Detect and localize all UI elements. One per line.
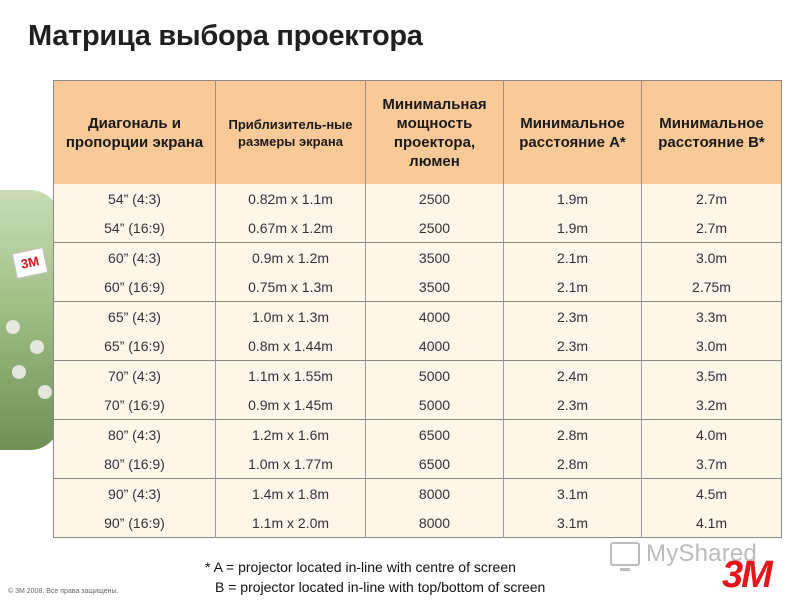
table-cell: 0.75m x 1.3m [215,272,366,302]
table-row: 60” (4:3) 0.9m x 1.2m 3500 2.1m 3.0m [53,242,782,272]
table-cell: 1.1m x 1.55m [215,360,366,390]
table-cell: 2.3m [503,301,642,331]
header-min-distance-b: Минимальное расстояние B* [641,80,782,184]
table-cell: 90” (16:9) [53,508,216,538]
table-cell: 3500 [365,242,504,272]
table-cell: 2.7m [641,184,782,213]
copyright-text: © 3M 2008. Все права защищены. [8,588,119,595]
table-cell: 1.1m x 2.0m [215,508,366,538]
table-cell: 1.2m x 1.6m [215,419,366,449]
table-cell: 3.0m [641,331,782,361]
3m-flag-icon: 3M [11,246,49,280]
table-cell: 4000 [365,331,504,361]
table-cell: 3.2m [641,390,782,420]
table-cell: 2500 [365,184,504,213]
table-cell: 2.4m [503,360,642,390]
table-row: 65” (16:9) 0.8m x 1.44m 4000 2.3m 3.0m [53,331,782,361]
table-row: 54” (16:9) 0.67m x 1.2m 2500 1.9m 2.7m [53,213,782,243]
table-cell: 54” (4:3) [53,184,216,213]
table-cell: 70” (4:3) [53,360,216,390]
table-row: 70” (16:9) 0.9m x 1.45m 5000 2.3m 3.2m [53,390,782,420]
table-row: 80” (4:3) 1.2m x 1.6m 6500 2.8m 4.0m [53,419,782,449]
table-cell: 2.8m [503,419,642,449]
table-row: 80” (16:9) 1.0m x 1.77m 6500 2.8m 3.7m [53,449,782,479]
table-cell: 0.9m x 1.45m [215,390,366,420]
page-title: Матрица выбора проектора [28,20,423,52]
monitor-icon [610,542,640,571]
table-cell: 60” (4:3) [53,242,216,272]
table-row: 60” (16:9) 0.75m x 1.3m 3500 2.1m 2.75m [53,272,782,302]
table-cell: 0.67m x 1.2m [215,213,366,243]
table-cell: 6500 [365,449,504,479]
table-cell: 54” (16:9) [53,213,216,243]
table-cell: 8000 [365,478,504,508]
table-cell: 80” (16:9) [53,449,216,479]
projector-matrix-table: Диагональ и пропорции экрана Приблизител… [53,80,782,538]
table-cell: 4.1m [641,508,782,538]
table-cell: 5000 [365,360,504,390]
watermark: MyShared [610,540,757,571]
table-cell: 1.4m x 1.8m [215,478,366,508]
footnote-line-a: * A = projector located in-line with cen… [205,559,516,575]
3m-logo: 3M [722,554,773,596]
header-screen-size: Приблизитель-ные размеры экрана [215,80,366,184]
table-cell: 80” (4:3) [53,419,216,449]
table-cell: 3500 [365,272,504,302]
table-cell: 2.1m [503,272,642,302]
table-cell: 2.8m [503,449,642,479]
table-cell: 1.0m x 1.77m [215,449,366,479]
decorative-photo: 3M [0,190,60,450]
table-cell: 3.7m [641,449,782,479]
table-row: 54” (4:3) 0.82m x 1.1m 2500 1.9m 2.7m [53,184,782,213]
table-row: 90” (16:9) 1.1m x 2.0m 8000 3.1m 4.1m [53,508,782,538]
table-cell: 1.9m [503,184,642,213]
table-cell: 70” (16:9) [53,390,216,420]
table-cell: 3.1m [503,508,642,538]
table-cell: 3.0m [641,242,782,272]
table-cell: 0.8m x 1.44m [215,331,366,361]
table-cell: 3.3m [641,301,782,331]
table-cell: 65” (16:9) [53,331,216,361]
table-cell: 3.5m [641,360,782,390]
table-cell: 3.1m [503,478,642,508]
header-min-brightness: Минимальная мощность проектора, люмен [365,80,504,184]
table-cell: 4.0m [641,419,782,449]
table-cell: 6500 [365,419,504,449]
table-cell: 1.0m x 1.3m [215,301,366,331]
table-cell: 0.9m x 1.2m [215,242,366,272]
footnote: * A = projector located in-line with cen… [205,557,545,597]
table-cell: 65” (4:3) [53,301,216,331]
table-cell: 4.5m [641,478,782,508]
table-cell: 0.82m x 1.1m [215,184,366,213]
table-row: 90” (4:3) 1.4m x 1.8m 8000 3.1m 4.5m [53,478,782,508]
table-cell: 2.3m [503,331,642,361]
table-row: 65” (4:3) 1.0m x 1.3m 4000 2.3m 3.3m [53,301,782,331]
table-cell: 2500 [365,213,504,243]
table-cell: 2.75m [641,272,782,302]
table-cell: 4000 [365,301,504,331]
table-cell: 2.1m [503,242,642,272]
header-diagonal: Диагональ и пропорции экрана [53,80,216,184]
table-cell: 2.7m [641,213,782,243]
table-cell: 2.3m [503,390,642,420]
table-header-row: Диагональ и пропорции экрана Приблизител… [53,80,782,184]
table-cell: 60” (16:9) [53,272,216,302]
table-cell: 90” (4:3) [53,478,216,508]
table-cell: 8000 [365,508,504,538]
watermark-text: MyShared [646,540,757,567]
footnote-line-b: B = projector located in-line with top/b… [215,579,546,595]
table-cell: 5000 [365,390,504,420]
table-cell: 1.9m [503,213,642,243]
table-row: 70” (4:3) 1.1m x 1.55m 5000 2.4m 3.5m [53,360,782,390]
header-min-distance-a: Минимальное расстояние A* [503,80,642,184]
